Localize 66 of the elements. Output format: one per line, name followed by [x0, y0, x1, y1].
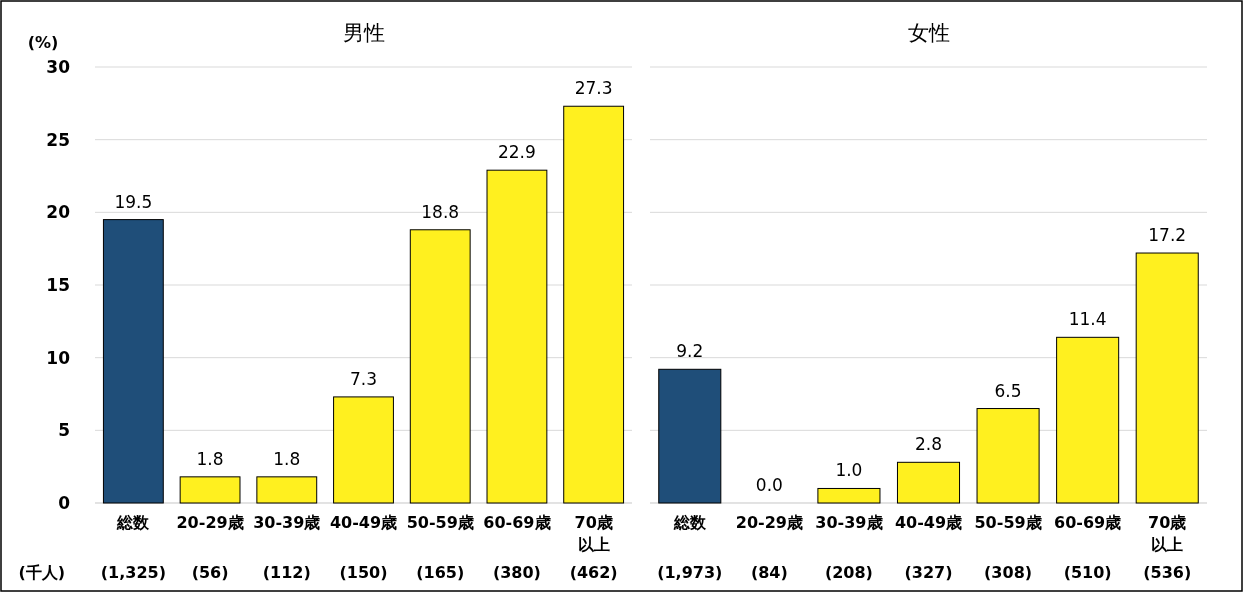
data-label: 11.4 — [1068, 309, 1107, 330]
data-label: 17.2 — [1148, 225, 1187, 246]
bar — [563, 105, 625, 504]
data-label: 6.5 — [994, 380, 1022, 401]
data-label: 22.9 — [498, 142, 536, 163]
x-tick-label: 40-49歳 — [329, 513, 398, 532]
bar — [896, 461, 961, 504]
text: (462) — [569, 563, 618, 582]
y-tick-label: 25 — [46, 129, 70, 150]
text: (165) — [416, 563, 465, 582]
text: (327) — [904, 563, 953, 582]
data-label: 1.8 — [196, 448, 224, 469]
text: (1,973) — [657, 563, 723, 582]
y-tick-label: 15 — [46, 275, 70, 295]
y-tick-label: 30 — [46, 57, 71, 77]
data-label: 1.0 — [835, 460, 863, 481]
text: (1,325) — [100, 563, 166, 582]
x-tick-label: 70歳以上 — [574, 513, 613, 554]
bar — [658, 368, 722, 504]
bar — [256, 476, 318, 504]
text: (千人) — [18, 563, 65, 582]
x-tick-label: 30-39歳 — [815, 513, 883, 532]
x-tick-label: 30-39歳 — [253, 513, 321, 532]
y-axis-title: (%) — [27, 33, 59, 52]
x-tick-label: 50-59歳 — [406, 513, 474, 532]
text: (208) — [824, 563, 873, 582]
x-tick-label: 60-69歳 — [483, 513, 551, 532]
text: (380) — [492, 563, 541, 582]
data-label: 9.2 — [676, 341, 704, 362]
x-tick-label: 50-59歳 — [974, 513, 1042, 532]
bar — [333, 396, 394, 504]
x-tick-label: 70歳以上 — [1148, 513, 1187, 554]
data-label: 0.0 — [755, 475, 783, 495]
y-tick-label: 0 — [58, 493, 71, 513]
bar — [102, 219, 164, 504]
bar — [486, 169, 548, 504]
x-tick-label: 総数 — [672, 513, 707, 532]
y-tick-label: 20 — [46, 202, 71, 223]
x-tick-label: 60-69歳 — [1054, 513, 1122, 532]
chart-title: 女性 — [907, 21, 950, 45]
bar — [1056, 336, 1120, 504]
text: (112) — [262, 563, 311, 582]
text: (150) — [339, 563, 388, 582]
bar — [409, 229, 471, 504]
data-label: 2.8 — [914, 434, 943, 455]
y-tick-label: 10 — [46, 347, 71, 368]
text: (536) — [1143, 563, 1192, 582]
data-label: 1.8 — [273, 448, 301, 469]
bar — [1135, 252, 1199, 504]
data-label: 18.8 — [421, 201, 460, 222]
x-tick-label: 20-29歳 — [735, 513, 803, 532]
chart-title: 男性 — [342, 21, 385, 45]
x-tick-label: 40-49歳 — [894, 513, 963, 532]
bar — [976, 408, 1040, 504]
text: (308) — [984, 563, 1033, 582]
data-label: 27.3 — [574, 78, 613, 99]
text: (510) — [1063, 563, 1112, 582]
data-label: 19.5 — [114, 191, 153, 212]
text: (56) — [191, 563, 229, 582]
text: (84) — [750, 563, 788, 582]
x-tick-label: 20-29歳 — [176, 513, 244, 532]
x-tick-label: 総数 — [116, 513, 151, 532]
bar — [817, 487, 881, 504]
data-label: 7.3 — [349, 368, 378, 389]
bar — [179, 476, 241, 504]
y-tick-label: 5 — [58, 420, 70, 441]
